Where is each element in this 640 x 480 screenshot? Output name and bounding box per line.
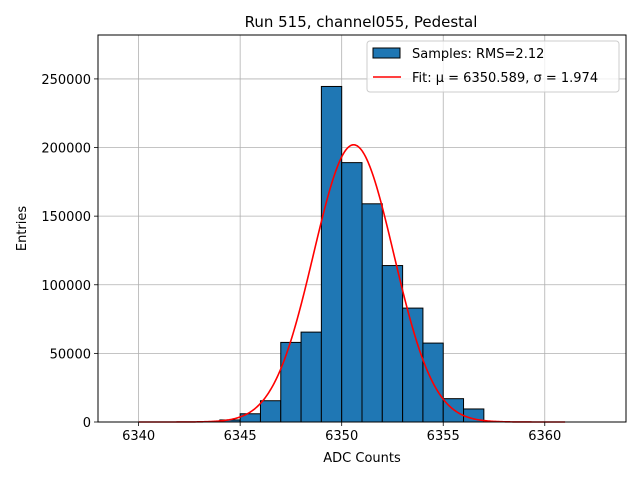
legend-box xyxy=(366,40,620,93)
histogram-bar xyxy=(320,85,343,423)
y-axis-label: Entries xyxy=(15,206,30,252)
y-tick-label: 0 xyxy=(83,416,91,431)
legend-histogram-swatch xyxy=(372,47,401,59)
histogram-bar xyxy=(361,203,383,423)
legend-histogram-label: Samples: RMS=2.12 xyxy=(412,47,544,62)
histogram-bar xyxy=(280,341,302,423)
x-tick-label: 6345 xyxy=(224,429,257,444)
x-tick-label: 6340 xyxy=(122,429,155,444)
histogram-bar xyxy=(300,331,322,423)
y-tick-label: 100000 xyxy=(41,279,91,294)
y-tick-label: 50000 xyxy=(50,347,91,362)
plot-frame xyxy=(97,34,627,423)
legend-fit-label: Fit: μ = 6350.589, σ = 1.974 xyxy=(412,71,598,86)
histogram-bar xyxy=(341,162,363,423)
x-tick-label: 6355 xyxy=(427,429,460,444)
histogram-bar xyxy=(259,400,282,423)
legend: Samples: RMS=2.12 Fit: μ = 6350.589, σ =… xyxy=(366,40,620,93)
histogram-bars xyxy=(219,85,485,423)
y-tick-label: 200000 xyxy=(41,142,91,157)
y-axis-ticks: 0 50000 100000 150000 200000 250000 xyxy=(41,73,98,431)
y-tick-label: 250000 xyxy=(41,73,91,88)
x-tick-label: 6350 xyxy=(325,429,358,444)
x-axis-label: ADC Counts xyxy=(323,451,401,466)
histogram-bar xyxy=(402,307,424,423)
y-tick-label: 150000 xyxy=(41,210,91,225)
chart-title: Run 515, channel055, Pedestal xyxy=(245,13,478,31)
x-tick-label: 6360 xyxy=(528,429,561,444)
histogram-bar xyxy=(381,265,404,423)
x-axis-ticks: 6340 6345 6350 6355 6360 xyxy=(122,422,561,444)
